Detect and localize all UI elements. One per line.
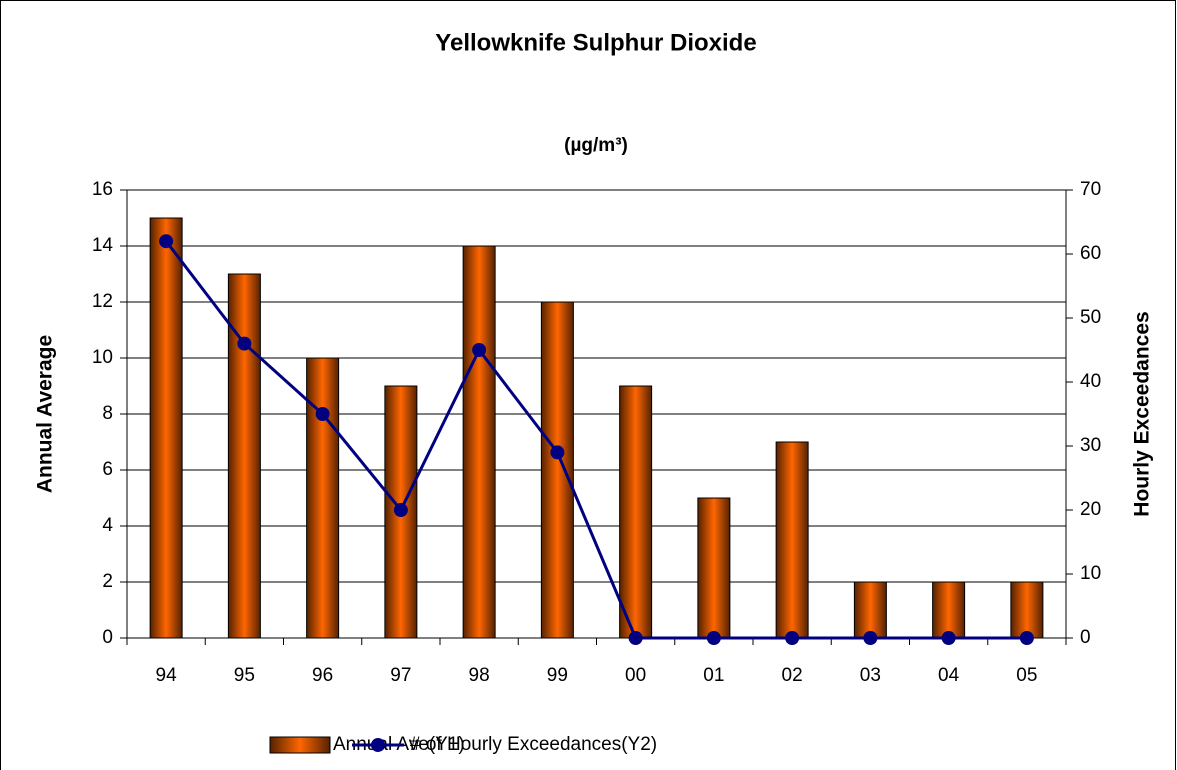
x-tick-label: 03 <box>860 665 881 686</box>
chart-title: Yellowknife Sulphur Dioxide <box>435 29 756 56</box>
y2-tick-label: 30 <box>1080 435 1101 456</box>
x-tick-label: 98 <box>469 665 490 686</box>
x-tick-label: 94 <box>156 665 178 686</box>
line-point <box>159 234 174 249</box>
line <box>164 240 1027 640</box>
y2-tick-label: 10 <box>1080 563 1101 584</box>
bar <box>619 385 653 639</box>
y-tick-label: 6 <box>102 459 113 480</box>
x-tick-label: 04 <box>938 665 960 686</box>
bar <box>540 301 574 639</box>
y-tick-label: 8 <box>102 403 113 424</box>
legend-swatch <box>269 736 331 754</box>
x-tick-label: 00 <box>625 665 646 686</box>
line-point <box>1019 631 1034 645</box>
line-point <box>237 336 252 351</box>
y-tick-label: 10 <box>92 347 113 368</box>
x-tick-label: 95 <box>234 665 255 686</box>
x-tick-label: 99 <box>547 665 568 686</box>
bar <box>227 273 261 639</box>
y2-tick-label: 40 <box>1080 371 1101 392</box>
line-point <box>706 631 721 645</box>
x-tick-label: 01 <box>703 665 724 686</box>
y-tick-label: 12 <box>92 291 113 312</box>
y-tick-label: 4 <box>102 515 113 536</box>
line-point <box>785 631 800 645</box>
line-point <box>550 445 565 460</box>
y-tick-label: 16 <box>92 179 113 200</box>
y2-tick-label: 70 <box>1080 179 1101 200</box>
x-tick-label: 02 <box>782 665 803 686</box>
bar <box>853 581 887 639</box>
bar <box>1010 581 1044 639</box>
legend-label: # of Hourly Exceedances(Y2) <box>410 734 657 755</box>
x-tick-label: 97 <box>390 665 411 686</box>
y2-tick-label: 50 <box>1080 307 1101 328</box>
y-axis-label: Annual Average <box>34 335 57 493</box>
y2-axis-label: Hourly Exceedances <box>1131 311 1154 516</box>
y2-tick-label: 60 <box>1080 243 1101 264</box>
line-point <box>863 631 878 645</box>
y-tick-label: 2 <box>102 571 113 592</box>
line-point <box>941 631 956 645</box>
line-point <box>315 407 330 421</box>
bar <box>932 581 966 639</box>
y2-tick-label: 20 <box>1080 499 1101 520</box>
y-tick-label: 0 <box>102 627 113 648</box>
line-point <box>628 631 643 645</box>
bar <box>775 441 809 639</box>
bar <box>149 217 183 639</box>
bar <box>462 245 496 639</box>
bar <box>306 357 340 639</box>
y2-tick-label: 0 <box>1080 627 1091 648</box>
legend-marker <box>371 738 385 752</box>
bar <box>697 497 731 639</box>
y-tick-label: 14 <box>92 235 114 256</box>
line-point <box>393 503 408 517</box>
x-tick-label: 96 <box>312 665 333 686</box>
line-point <box>472 343 487 357</box>
chart-subtitle: (µg/m³) <box>564 135 628 156</box>
x-tick-label: 05 <box>1016 665 1037 686</box>
